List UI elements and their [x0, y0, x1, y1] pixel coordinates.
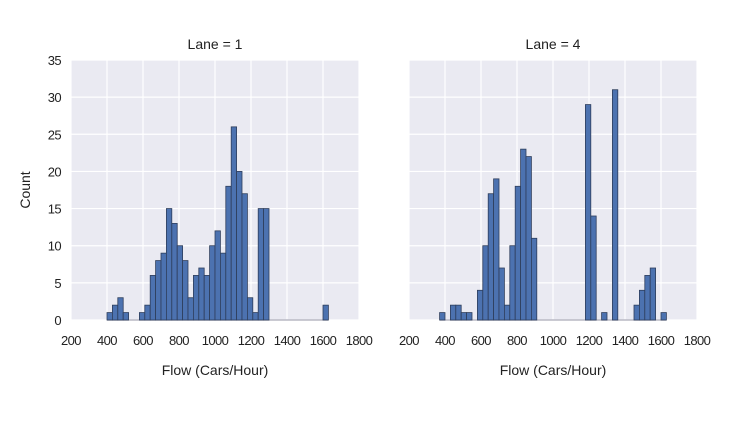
y-tick-labels-lane-1: 0 5 10 15 20 25 30 35: [48, 53, 62, 328]
histogram-bar: [246, 297, 254, 321]
histogram-bar: [171, 223, 178, 321]
histogram-bar: [639, 289, 646, 321]
x-tick-label: 1200: [576, 333, 603, 348]
x-tick-label: 200: [399, 333, 419, 348]
x-tick-label: 1600: [310, 333, 337, 348]
histogram-bar: [590, 215, 597, 321]
histogram-bar: [138, 312, 146, 321]
x-tick-label: 200: [61, 333, 81, 348]
x-tick-label: 600: [471, 333, 491, 348]
histogram-bar: [498, 267, 505, 321]
y-tick-label: 10: [48, 239, 62, 254]
histogram-bar: [176, 245, 183, 321]
histogram-bar: [209, 245, 216, 321]
y-axis-title: Count: [17, 171, 33, 208]
histogram-bar: [252, 312, 259, 321]
histogram-bar: [660, 312, 667, 321]
histogram-bar: [214, 230, 221, 321]
histogram-bar: [106, 312, 113, 321]
histogram-bar: [182, 260, 189, 321]
histogram-bar: [257, 208, 265, 321]
histogram-bar: [112, 304, 119, 321]
x-tick-label: 1400: [612, 333, 639, 348]
x-tick-labels-lane-1: 200 400 600 800 1000 1200 1400 1600 1800: [61, 333, 373, 348]
histogram-bar: [493, 178, 500, 321]
histogram-bar: [514, 185, 522, 321]
bars-lane-4: [439, 89, 667, 321]
histogram-bar: [585, 104, 592, 321]
x-tick-label: 400: [435, 333, 455, 348]
x-axis-title-lane-1: Flow (Cars/Hour): [162, 362, 269, 378]
histogram-bar: [225, 185, 232, 321]
histogram-bar: [460, 312, 468, 321]
histogram-bar: [525, 156, 532, 321]
histogram-bar: [449, 304, 457, 321]
x-tick-label: 1800: [346, 333, 373, 348]
panel-lane-1: Lane = 1 200 400 600 800 1000 1200 1400 1600 180…: [17, 36, 373, 378]
histogram-bar: [117, 297, 124, 321]
y-tick-label: 30: [48, 90, 62, 105]
histogram-bar: [144, 304, 151, 321]
histogram-bar: [198, 267, 205, 321]
histogram-bar: [219, 252, 227, 321]
x-tick-label: 1800: [684, 333, 711, 348]
y-tick-label: 20: [48, 164, 62, 179]
histogram-bar: [241, 193, 248, 321]
x-tick-label: 800: [507, 333, 527, 348]
x-tick-label: 1000: [202, 333, 229, 348]
histogram-bar: [644, 275, 651, 321]
histogram-bar: [476, 289, 484, 321]
histogram-bar: [203, 275, 210, 321]
x-tick-label: 1200: [238, 333, 265, 348]
panel-title-lane-4: Lane = 4: [526, 36, 581, 52]
histogram-bar: [455, 304, 462, 321]
histogram-bar: [520, 148, 527, 321]
y-tick-label: 25: [48, 127, 62, 142]
histogram-bar: [439, 312, 446, 321]
x-tick-label: 1600: [648, 333, 675, 348]
histogram-bar: [482, 245, 489, 321]
histogram-bar: [155, 260, 162, 321]
histogram-bar: [509, 245, 516, 321]
x-axis-title-lane-4: Flow (Cars/Hour): [500, 362, 607, 378]
histogram-bar: [322, 304, 329, 321]
histogram-bar: [503, 304, 511, 321]
y-tick-label: 15: [48, 202, 62, 217]
panel-lane-4: Lane = 4 200 400 600 800 1000 1200 1400 1600 180…: [399, 36, 711, 378]
histogram-bar: [466, 312, 473, 321]
y-tick-label: 0: [54, 313, 61, 328]
histogram-bar: [122, 312, 129, 321]
x-tick-label: 600: [133, 333, 153, 348]
bars-lane-1: [106, 126, 329, 321]
histogram-bar: [633, 304, 640, 321]
histogram-bar: [230, 126, 237, 321]
y-tick-label: 5: [54, 276, 61, 291]
x-tick-labels-lane-4: 200 400 600 800 1000 1200 1400 1600 1800: [399, 333, 711, 348]
x-tick-label: 1400: [274, 333, 301, 348]
histogram-bar: [263, 208, 270, 321]
y-tick-label: 35: [48, 53, 62, 68]
gridlines-lane-4: [408, 59, 698, 321]
histogram-bar: [160, 252, 167, 321]
x-tick-label: 1000: [540, 333, 567, 348]
histogram-bar: [612, 89, 619, 321]
histogram-bar: [192, 275, 200, 321]
histogram-bar: [601, 312, 608, 321]
histogram-bar: [149, 275, 156, 321]
x-tick-label: 400: [97, 333, 117, 348]
histogram-bar: [165, 208, 173, 321]
x-tick-label: 800: [169, 333, 189, 348]
histogram-bar: [236, 171, 243, 321]
histogram-bar: [531, 237, 538, 321]
panel-title-lane-1: Lane = 1: [188, 36, 243, 52]
histogram-bar: [649, 267, 657, 321]
histogram-bar: [487, 193, 495, 321]
histogram-bar: [187, 297, 194, 321]
